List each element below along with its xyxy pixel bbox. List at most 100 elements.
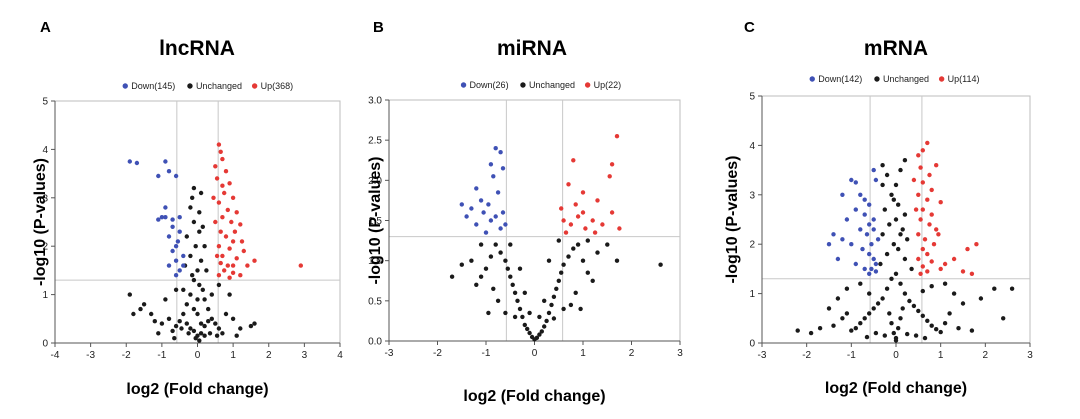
data-point-up xyxy=(583,226,588,231)
data-point-unchanged xyxy=(138,306,143,312)
data-point-unchanged xyxy=(891,242,896,247)
data-point-up xyxy=(969,271,975,276)
data-point-unchanged xyxy=(191,328,197,334)
x-tick-label: 2 xyxy=(629,348,635,359)
data-point-up xyxy=(229,219,234,225)
data-point-down xyxy=(862,197,867,202)
data-point-unchanged xyxy=(889,192,894,197)
data-point-unchanged xyxy=(207,331,213,336)
data-point-unchanged xyxy=(202,333,207,338)
x-tick-label: 1 xyxy=(230,350,236,361)
data-point-up xyxy=(298,263,303,268)
data-point-down xyxy=(869,242,874,247)
data-point-unchanged xyxy=(170,328,175,334)
y-tick-label: 4 xyxy=(42,145,48,156)
data-point-up xyxy=(222,190,227,196)
data-point-down xyxy=(134,160,140,166)
data-point-down xyxy=(173,173,179,179)
data-point-up xyxy=(580,190,586,195)
data-point-up xyxy=(245,263,250,268)
data-point-unchanged xyxy=(893,271,899,276)
data-point-up xyxy=(913,207,919,212)
series-up xyxy=(559,134,622,235)
legend-marker-unchanged xyxy=(874,76,880,82)
data-point-unchanged xyxy=(916,308,921,314)
data-point-unchanged xyxy=(508,274,513,279)
data-point-unchanged xyxy=(658,262,663,267)
data-point-down xyxy=(831,232,836,237)
data-point-up xyxy=(225,207,230,213)
data-point-unchanged xyxy=(200,287,205,292)
data-point-unchanged xyxy=(902,158,908,163)
panel-letter: A xyxy=(40,19,51,36)
data-point-up xyxy=(218,149,223,154)
legend-label-unchanged: Unchanged xyxy=(529,80,575,90)
data-point-unchanged xyxy=(223,311,229,317)
data-point-up xyxy=(929,212,934,217)
x-tick-label: -3 xyxy=(758,350,767,361)
data-point-up xyxy=(600,222,605,227)
data-point-unchanged xyxy=(896,246,901,252)
data-point-unchanged xyxy=(561,306,566,312)
data-point-unchanged xyxy=(896,202,901,207)
data-point-unchanged xyxy=(149,311,154,317)
data-point-up xyxy=(920,246,925,252)
data-point-up xyxy=(918,165,923,170)
data-point-up xyxy=(216,142,222,147)
data-point-unchanged xyxy=(188,292,193,297)
data-point-down xyxy=(459,202,464,207)
data-point-up xyxy=(216,200,222,205)
data-point-unchanged xyxy=(527,310,532,316)
data-point-down xyxy=(173,273,179,278)
data-point-unchanged xyxy=(248,323,254,329)
y-tick-label: 2 xyxy=(749,240,755,251)
data-point-up xyxy=(925,269,930,274)
data-point-down xyxy=(170,248,175,254)
legend-label-unchanged: Unchanged xyxy=(883,74,929,84)
data-point-down xyxy=(491,174,496,179)
x-tick-label: -1 xyxy=(847,350,856,361)
data-point-up xyxy=(595,198,600,203)
data-point-unchanged xyxy=(864,334,870,340)
data-point-unchanged xyxy=(900,306,905,311)
data-point-down xyxy=(869,266,874,272)
data-point-unchanged xyxy=(537,332,542,337)
data-point-unchanged xyxy=(220,331,225,336)
data-point-down xyxy=(166,169,172,174)
data-point-unchanged xyxy=(512,290,518,295)
legend-marker-unchanged xyxy=(520,82,526,88)
data-point-unchanged xyxy=(181,287,186,292)
data-point-up xyxy=(559,206,564,211)
data-point-unchanged xyxy=(190,273,195,278)
data-point-unchanged xyxy=(209,292,214,297)
y-tick-label: 5 xyxy=(749,92,755,103)
data-point-down xyxy=(844,217,850,222)
data-point-unchanged xyxy=(898,316,903,321)
data-point-unchanged xyxy=(486,310,491,316)
data-point-unchanged xyxy=(887,311,892,316)
data-point-unchanged xyxy=(163,297,168,302)
data-point-unchanged xyxy=(905,237,910,242)
data-point-down xyxy=(177,268,182,273)
data-point-unchanged xyxy=(862,316,867,321)
data-point-unchanged xyxy=(893,338,899,343)
data-point-unchanged xyxy=(893,217,899,222)
data-point-down xyxy=(159,215,165,220)
y-tick-label: 0 xyxy=(42,339,48,350)
data-point-unchanged xyxy=(186,331,191,336)
data-point-unchanged xyxy=(515,298,520,303)
data-point-up xyxy=(936,232,941,237)
data-point-unchanged xyxy=(795,328,800,333)
y-tick-label: 1 xyxy=(749,289,755,300)
data-point-up xyxy=(927,172,932,178)
data-point-unchanged xyxy=(493,242,498,247)
data-point-up xyxy=(218,260,223,266)
data-point-up xyxy=(568,222,574,227)
series-up xyxy=(911,140,979,276)
data-point-unchanged xyxy=(172,336,177,341)
data-point-up xyxy=(211,195,216,200)
data-point-up xyxy=(220,183,225,188)
data-point-unchanged xyxy=(525,326,530,332)
data-point-unchanged xyxy=(884,172,890,178)
data-point-unchanged xyxy=(191,306,197,312)
